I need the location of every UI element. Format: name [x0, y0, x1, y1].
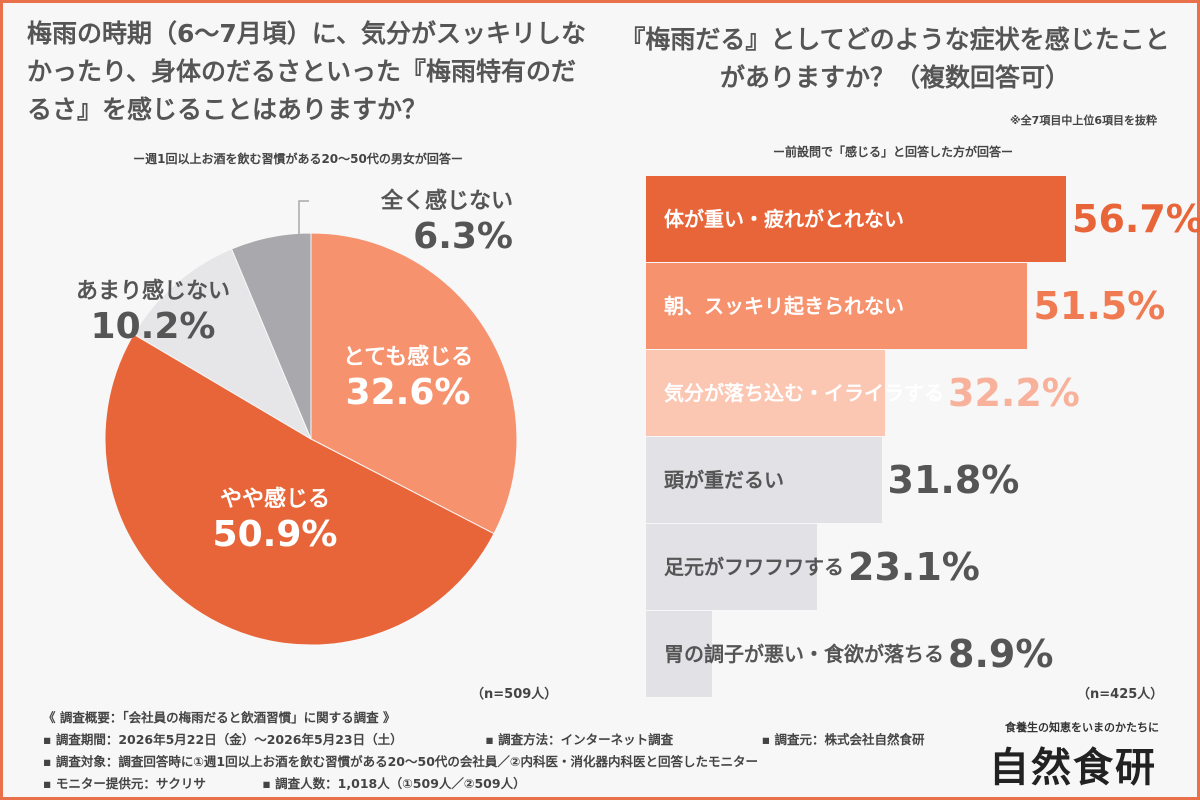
pie-value-label: 50.9%: [212, 514, 338, 555]
bar-value-label: 31.8%: [887, 458, 1020, 502]
pie-slice-very: [310, 232, 518, 535]
bar-subtitle: ー前設問で「感じる」と回答した方が回答ー: [772, 145, 1013, 159]
bar-question: 『梅雨だる』としてどのような症状を感じたことがありますか？（複数回答可）: [620, 25, 1170, 92]
bar-category-label: 足元がフワフワする: [664, 555, 844, 579]
pie-leader-line: [298, 200, 309, 237]
bar-category-label: 体が重い・疲れがとれない: [664, 207, 904, 231]
bar-value-label: 32.2%: [948, 371, 1080, 415]
bar-category-label: 朝、スッキリ起きられない: [664, 294, 904, 318]
bar-value-label: 8.9%: [948, 632, 1054, 676]
brand-tagline: 食養生の知恵をいまのかたちに: [1005, 721, 1159, 734]
pie-category-label: 全く感じない: [380, 189, 513, 214]
pie-category-label: とても感じる: [342, 345, 474, 370]
pie-question: 梅雨の時期（6〜7月頃）に、気分がスッキリしなかったり、身体のだるさといった『梅…: [27, 19, 587, 124]
pie-slice-not-at-all: [230, 232, 312, 440]
pie-label-somewhat: やや感じる 50.9%: [155, 481, 395, 557]
bar-category-label: 気分が落ち込む・イライラする: [664, 381, 944, 405]
bar-sample-size: （n=425人）: [1077, 687, 1164, 702]
brand-logo: 自然食研: [989, 744, 1157, 791]
bar-6: [646, 611, 712, 697]
bar-1: [646, 176, 1066, 262]
bar-4: [646, 437, 882, 523]
bar-value-label: 56.7%: [1072, 197, 1200, 241]
pie-label-not-much: あまり感じない 10.2%: [33, 273, 273, 349]
bar-5: [646, 524, 818, 610]
pie-category-label: あまり感じない: [75, 279, 230, 304]
bar-category-label: 胃の調子が悪い・食欲が落ちる: [664, 642, 944, 666]
bar-category-label: 頭が重だるい: [664, 468, 784, 492]
pie-value-label: 6.3%: [413, 216, 513, 257]
bar-value-label: 51.5%: [1033, 284, 1166, 328]
survey-target: ▪ 調査対象：調査回答時に①週1回以上お酒を飲む習慣がある20〜50代の会社員／…: [43, 754, 758, 769]
pie-slice-somewhat: [104, 333, 495, 646]
bar-value-label: 23.1%: [848, 545, 980, 589]
bar-2: [646, 263, 1028, 349]
pie-value-label: 10.2%: [90, 306, 216, 347]
bar-note: ※全7項目中上位6項目を抜粋: [1009, 114, 1157, 127]
pie-chart: [104, 200, 518, 646]
pie-category-label: やや感じる: [219, 487, 330, 512]
survey-source: ▪ 調査元：株式会社自然食研: [761, 732, 925, 747]
pie-subtitle: ー週1回以上お酒を飲む習慣がある20〜50代の男女が回答ー: [133, 152, 463, 166]
pie-slice-not-much: [133, 248, 313, 441]
survey-method: ▪ 調査方法：インターネット調査: [485, 732, 674, 747]
survey-summary: 《 調査概要：「会社員の梅雨だると飲酒習慣」に関する調査 》 ▪ 調査期間：20…: [43, 707, 925, 795]
bar-3: [646, 350, 885, 436]
pie-label-not-at-all: 全く感じない 6.3%: [273, 183, 513, 259]
pie-label-very: とても感じる 32.6%: [288, 339, 528, 415]
survey-period: ▪ 調査期間：2026年5月22日（金）〜2026年5月23日（土）: [43, 732, 403, 747]
survey-title: 《 調査概要：「会社員の梅雨だると飲酒習慣」に関する調査 》: [43, 710, 396, 725]
pie-value-label: 32.6%: [345, 372, 471, 413]
pie-sample-size: （n=509人）: [471, 687, 558, 702]
survey-provider: ▪ モニター提供元：サクリサ: [43, 776, 206, 791]
survey-count: ▪ 調査人数：1,018人（①509人／②509人）: [262, 776, 526, 791]
